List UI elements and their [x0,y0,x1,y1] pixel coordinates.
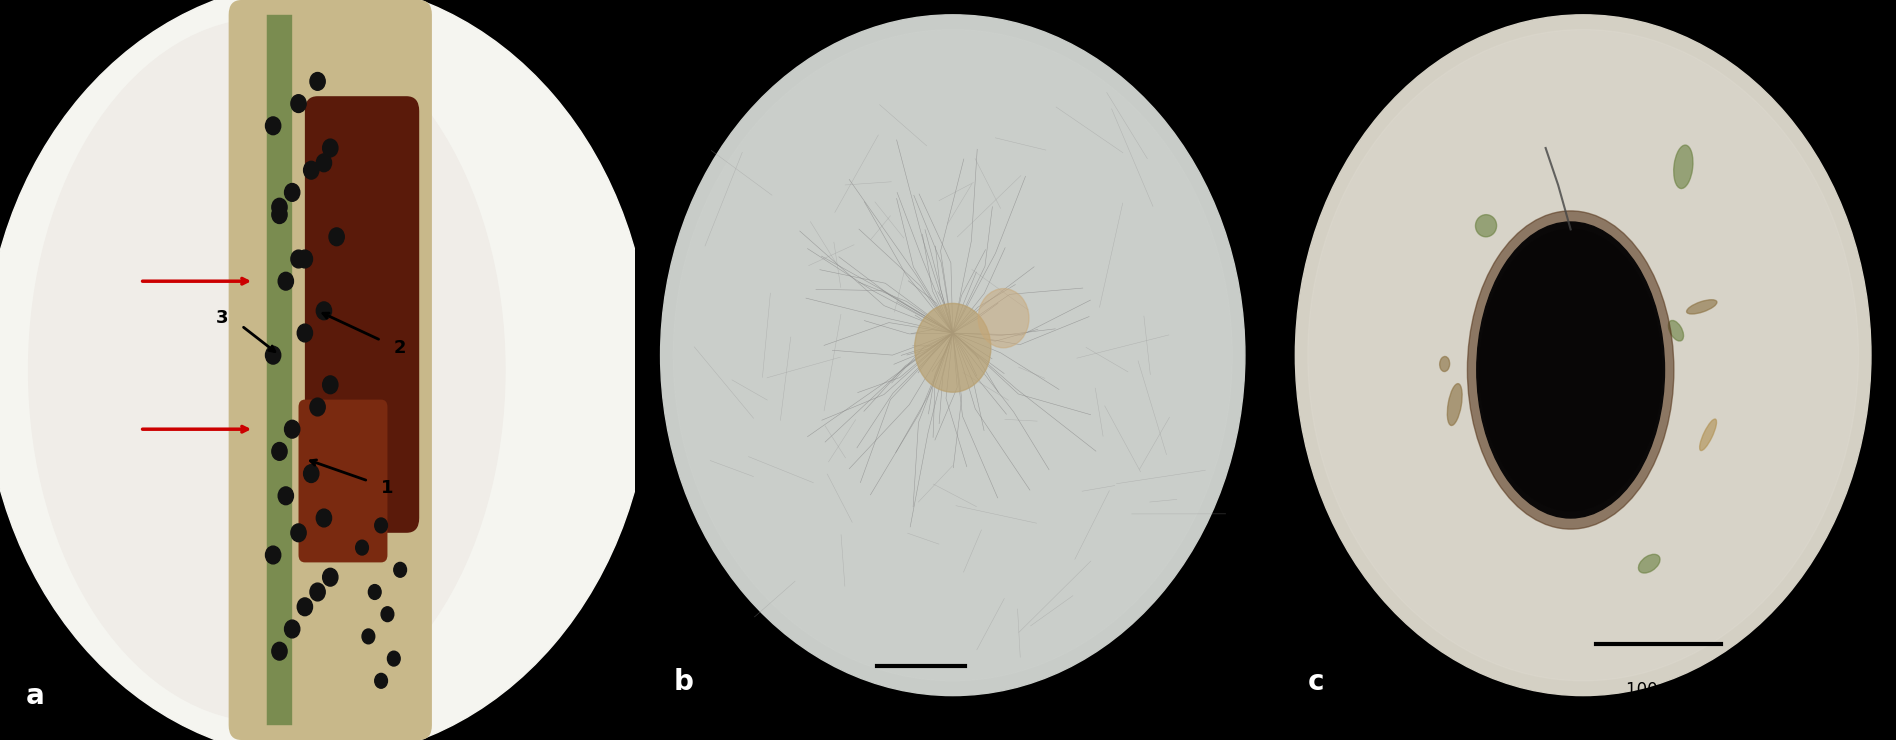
Circle shape [298,598,313,616]
Circle shape [387,651,400,666]
Ellipse shape [1687,300,1718,314]
Circle shape [309,73,326,90]
Text: 50 μm: 50 μm [895,703,948,721]
Circle shape [914,303,992,392]
FancyBboxPatch shape [305,96,419,533]
Circle shape [284,420,300,438]
FancyBboxPatch shape [229,0,432,740]
Text: c: c [1308,667,1325,696]
Circle shape [317,154,332,172]
Ellipse shape [1468,211,1674,529]
Circle shape [265,346,281,364]
Circle shape [1295,15,1871,696]
Circle shape [298,250,313,268]
Text: a: a [25,682,44,710]
Circle shape [362,629,375,644]
Circle shape [290,95,305,112]
Ellipse shape [28,18,504,722]
Circle shape [322,139,337,157]
Circle shape [271,206,286,223]
Circle shape [673,30,1232,681]
Circle shape [271,198,286,216]
Circle shape [265,117,281,135]
Ellipse shape [1477,222,1665,518]
Text: 3: 3 [216,309,228,327]
Text: 2: 2 [394,339,406,357]
Ellipse shape [1699,419,1716,451]
Circle shape [290,524,305,542]
Circle shape [356,540,368,555]
Circle shape [660,15,1246,696]
Circle shape [322,376,337,394]
Ellipse shape [1638,554,1661,573]
Circle shape [317,302,332,320]
Ellipse shape [0,0,650,740]
Ellipse shape [1447,383,1462,425]
FancyBboxPatch shape [267,15,292,725]
Circle shape [303,161,319,179]
Circle shape [303,465,319,482]
Circle shape [1308,30,1858,681]
Circle shape [309,398,326,416]
Circle shape [375,518,387,533]
Circle shape [322,568,337,586]
Text: b: b [673,667,694,696]
Circle shape [394,562,406,577]
Circle shape [375,673,387,688]
Circle shape [298,324,313,342]
Ellipse shape [1674,145,1693,189]
Circle shape [368,585,381,599]
Circle shape [284,184,300,201]
Ellipse shape [1439,357,1450,371]
Circle shape [279,487,294,505]
Ellipse shape [1668,320,1684,341]
Circle shape [978,289,1030,348]
Circle shape [381,607,394,622]
Circle shape [317,509,332,527]
Circle shape [290,250,305,268]
Circle shape [265,546,281,564]
Text: 1: 1 [381,480,394,497]
Circle shape [330,228,345,246]
Ellipse shape [1475,215,1496,237]
FancyBboxPatch shape [298,400,387,562]
Circle shape [279,272,294,290]
Circle shape [271,443,286,460]
Circle shape [271,642,286,660]
Circle shape [309,583,326,601]
Circle shape [284,620,300,638]
Ellipse shape [1481,229,1661,511]
Text: 100 μm: 100 μm [1627,681,1689,699]
